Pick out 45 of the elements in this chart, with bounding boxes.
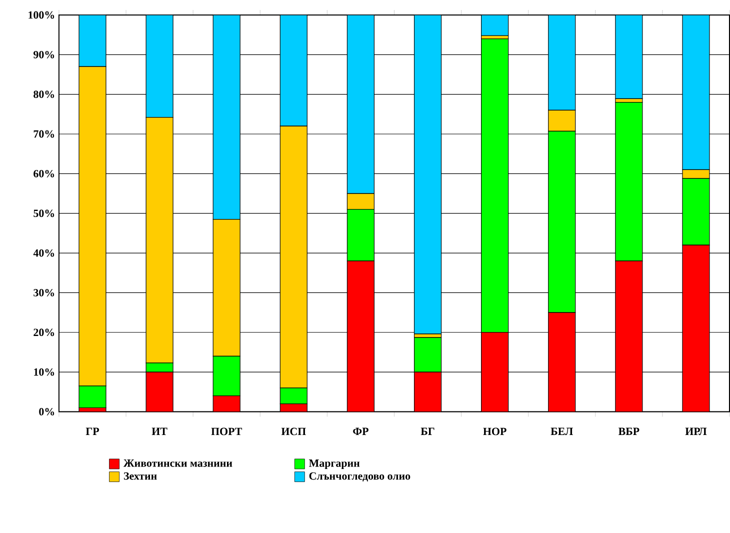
y-tick-label: 90% [34,51,54,59]
x-tick-label: БГ [420,428,434,436]
bar [212,15,240,220]
bar [481,15,509,36]
bar [414,372,442,412]
legend-label: Зехтин [124,472,157,480]
bar [280,404,308,412]
bar [615,260,643,412]
y-tick-label: 20% [34,328,54,336]
bar [346,15,374,194]
x-tick-label: ИРЛ [685,428,707,436]
x-tick-label: ВБР [618,428,640,436]
bar [682,15,710,170]
bar [682,244,710,412]
y-tick-label: 100% [28,11,54,19]
y-tick-label: 70% [34,130,54,138]
y-tick-label: 40% [33,249,54,257]
x-tick-label: НОР [483,428,506,436]
x-tick-label: ПОРТ [211,428,242,436]
bar [548,15,576,111]
y-tick-label: 10% [34,368,54,376]
bar [78,15,106,68]
bar [615,15,643,100]
legend-label: Слънчогледово олио [309,472,410,482]
bar [481,332,509,412]
bar [548,312,576,412]
legend-label: Животински мазнини [123,460,232,467]
bar [346,260,374,412]
x-tick-label: ГР [86,428,99,436]
bar [146,15,174,118]
bar [280,15,308,127]
y-tick-label: 60% [34,170,54,178]
x-tick-label: ФР [353,428,368,436]
y-tick-label: 50% [34,210,54,218]
bar [414,337,442,373]
y-tick-label: 80% [34,90,54,98]
x-tick-label: ИСП [281,428,306,436]
y-tick-label: 30% [34,289,54,297]
legend-label: Маргарин [309,460,360,470]
y-tick-label: 0% [39,408,54,416]
x-tick-label: ИТ [152,428,168,436]
bar [212,396,240,412]
bar [414,15,442,334]
bar [146,372,174,412]
x-tick-label: БЕЛ [550,428,573,436]
